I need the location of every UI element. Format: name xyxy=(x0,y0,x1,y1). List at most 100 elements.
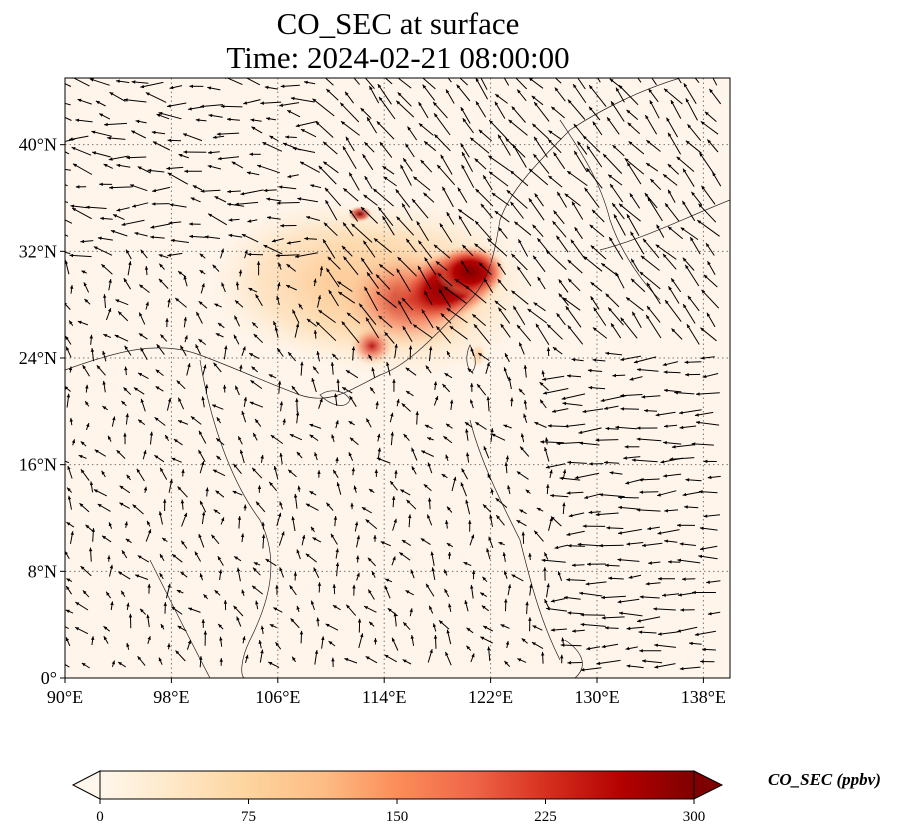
wind-arrow-head xyxy=(639,595,644,599)
wind-arrow-head xyxy=(135,119,140,124)
wind-arrow-head xyxy=(571,68,575,72)
wind-arrow-head xyxy=(582,409,587,414)
wind-arrow-head xyxy=(427,437,432,441)
wind-arrow-head xyxy=(464,422,469,426)
wind-arrow-head xyxy=(620,393,624,398)
wind-arrow-head xyxy=(184,169,188,174)
wind-arrow-shaft xyxy=(653,608,676,611)
wind-arrow-head xyxy=(233,605,238,610)
wind-arrow-head xyxy=(363,194,368,199)
wind-arrow-head xyxy=(599,493,603,497)
wind-arrow-shaft xyxy=(570,239,586,260)
wind-arrow-head xyxy=(461,164,465,169)
wind-arrow-shaft xyxy=(636,368,659,372)
wind-arrow-head xyxy=(208,150,212,155)
wind-arrow-head xyxy=(523,399,528,404)
wind-arrow-head xyxy=(531,642,536,646)
wind-arrow-head xyxy=(567,661,572,665)
wind-arrow-head xyxy=(511,253,516,258)
wind-arrow-head xyxy=(59,81,63,84)
wind-arrow-head xyxy=(295,398,299,402)
wind-arrow-head xyxy=(406,238,410,243)
wind-arrow-head xyxy=(188,107,192,111)
wind-arrow-head xyxy=(442,186,446,191)
wind-arrow-head xyxy=(406,391,410,395)
wind-arrow-head xyxy=(426,583,430,588)
wind-arrow-head xyxy=(384,654,389,659)
wind-arrow-head xyxy=(586,646,591,651)
wind-arrow-head xyxy=(671,445,676,449)
wind-arrow-head xyxy=(706,243,710,247)
wind-arrow-head xyxy=(442,384,447,388)
wind-arrow-head xyxy=(152,141,157,145)
wind-arrow-head xyxy=(605,293,610,298)
wind-arrow-head xyxy=(101,470,105,475)
wind-arrow-head xyxy=(350,502,354,507)
wind-arrow-head xyxy=(642,659,646,663)
wind-arrow-head xyxy=(435,261,440,265)
wind-arrow-head xyxy=(687,295,692,300)
wind-arrow-head xyxy=(413,324,417,328)
wind-arrow-head xyxy=(433,381,438,386)
wind-arrow-head xyxy=(630,231,634,236)
wind-arrow-head xyxy=(574,150,578,155)
wind-arrow-shaft xyxy=(584,187,600,208)
wind-arrow-head xyxy=(192,185,197,189)
wind-arrow-head xyxy=(286,241,291,245)
wind-arrow-head xyxy=(162,537,167,542)
wind-arrow-head xyxy=(79,503,84,507)
wind-arrow-head xyxy=(656,224,660,229)
wind-arrow-head xyxy=(536,508,541,512)
wind-arrow-shaft xyxy=(473,323,491,345)
wind-arrow-head xyxy=(48,98,52,101)
wind-arrow-head xyxy=(221,517,225,522)
wind-arrow-head xyxy=(702,374,707,379)
wind-arrow-head xyxy=(512,74,516,78)
wind-arrow-head xyxy=(668,189,672,194)
wind-arrow-head xyxy=(346,312,351,317)
wind-arrow-head xyxy=(403,434,408,438)
wind-arrow-head xyxy=(454,279,459,283)
wind-arrow-head xyxy=(319,398,323,403)
wind-arrow-head xyxy=(427,462,431,467)
wind-arrow-head xyxy=(72,208,77,212)
wind-arrow-head xyxy=(607,117,611,122)
wind-arrow-head xyxy=(116,79,120,83)
wind-arrow-head xyxy=(517,324,521,329)
wind-arrow-head xyxy=(644,409,648,413)
wind-arrow-shaft xyxy=(339,102,360,123)
wind-arrow-head xyxy=(568,278,572,283)
wind-arrow-head xyxy=(264,85,269,90)
wind-arrow-head xyxy=(377,433,381,438)
wind-arrow-head xyxy=(83,282,87,287)
wind-arrow-head xyxy=(437,164,441,169)
wind-arrow-shaft xyxy=(631,459,658,463)
wind-arrow-head xyxy=(236,567,241,572)
wind-arrow-head xyxy=(147,529,152,534)
wind-arrow-head xyxy=(289,585,294,590)
y-tick-label: 0° xyxy=(41,668,57,688)
wind-arrow-head xyxy=(304,236,308,241)
wind-arrow-head xyxy=(371,367,375,372)
wind-arrow-head xyxy=(201,396,205,401)
wind-arrow-head xyxy=(156,113,161,118)
wind-arrow-head xyxy=(180,571,185,576)
wind-arrow-head xyxy=(462,244,467,249)
wind-arrow-head xyxy=(126,643,130,647)
wind-arrow-head xyxy=(275,584,279,589)
wind-arrow-head xyxy=(361,207,365,211)
wind-arrow-head xyxy=(160,334,165,339)
wind-arrow-head xyxy=(497,262,502,267)
wind-arrow-head xyxy=(695,413,699,417)
wind-arrow-head xyxy=(587,562,591,566)
wind-arrow-head xyxy=(424,424,429,429)
wind-arrow-head xyxy=(546,583,550,588)
wind-arrow-shaft xyxy=(440,154,453,175)
wind-arrow-head xyxy=(617,558,622,562)
wind-arrow-head xyxy=(551,106,556,111)
wind-arrow-head xyxy=(552,409,556,413)
wind-arrow-head xyxy=(571,563,576,567)
wind-arrow-head xyxy=(447,351,451,355)
wind-arrow-head xyxy=(252,467,256,472)
wind-arrow-head xyxy=(548,130,553,134)
